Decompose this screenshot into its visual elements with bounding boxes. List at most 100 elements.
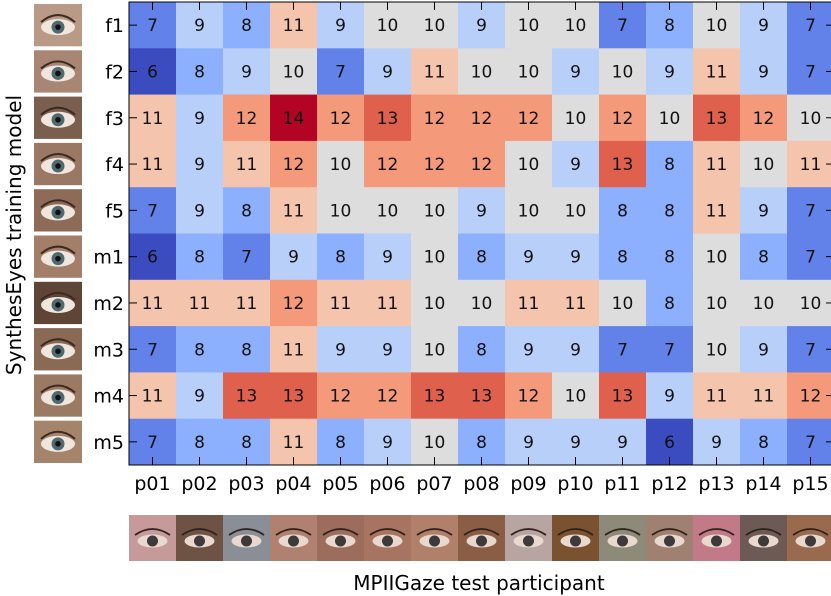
heatmap-cell [458,187,506,234]
column-eye-thumbnail [223,515,270,561]
cell-value-label: 10 [518,16,540,36]
heatmap-cell [552,48,600,96]
cell-value-label: 11 [283,16,305,36]
cell-value-label: 12 [518,387,540,407]
cell-value-label: 10 [565,201,587,221]
x-tick-label: p06 [369,473,405,495]
y-axis-label: SynthesEyes training model [2,95,26,375]
heatmap-cell [176,279,224,327]
heatmap-cell [787,94,831,142]
cell-value-label: 10 [424,294,446,314]
cell-value-label: 10 [518,62,540,82]
heatmap-cell [458,140,506,188]
cell-value-label: 8 [476,433,487,453]
cell-value-label: 11 [800,155,822,175]
cell-value-label: 9 [194,155,205,175]
cell-value-label: 12 [236,109,258,129]
column-eye-thumbnail [129,515,176,561]
x-tick-label: p04 [275,473,311,495]
heatmap-cell [176,94,224,142]
cell-value-label: 9 [382,433,393,453]
heatmap-cell [223,140,271,188]
cell-value-label: 10 [518,201,540,221]
cell-value-label: 9 [711,433,722,453]
heatmap-cell [740,187,788,234]
cell-value-label: 10 [424,201,446,221]
cell-value-label: 12 [518,109,540,129]
column-eye-thumbnail [693,515,740,561]
cell-value-label: 10 [706,16,728,36]
column-eye-thumbnail [176,515,223,561]
column-eye-thumbnail [411,515,458,561]
column-eye-thumbnail [458,515,505,561]
column-eye-thumbnail [740,515,787,561]
cell-value-label: 8 [241,201,252,221]
cell-value-label: 9 [664,387,675,407]
heatmap-cell [364,140,412,188]
cell-value-label: 12 [330,109,352,129]
cell-value-label: 8 [194,62,205,82]
heatmap-cell [458,233,506,281]
heatmap-cell [223,48,271,96]
cell-value-label: 10 [800,294,822,314]
heatmap-cell [176,140,224,188]
cell-value-label: 7 [617,340,628,360]
cell-value-label: 9 [241,62,252,82]
heatmap-cell [176,326,224,373]
heatmap-cell [317,279,365,327]
cell-value-label: 8 [241,433,252,453]
heatmap-cell [458,372,506,420]
cell-value-label: 7 [805,62,816,82]
cell-value-label: 7 [805,201,816,221]
y-tick-label: m1 [93,247,124,269]
y-tick-label: f5 [105,200,124,222]
column-eye-thumbnail [599,515,646,561]
heatmap-cell [411,233,459,281]
cell-value-label: 8 [241,340,252,360]
cell-value-label: 10 [330,201,352,221]
cell-value-label: 13 [283,387,305,407]
heatmap-cell [317,187,365,234]
heatmap-cell [740,279,788,327]
cell-value-label: 9 [570,62,581,82]
heatmap-cell [364,233,412,281]
x-axis-label: MPIIGaze test participant [353,571,605,595]
row-eye-thumbnail [34,374,82,417]
heatmap-cell [411,326,459,373]
cell-value-label: 9 [758,201,769,221]
heatmap-cell [223,233,271,281]
heatmap-cell [223,326,271,373]
cell-value-label: 10 [612,62,634,82]
row-eye-thumbnail [34,235,82,278]
heatmap-cell [505,140,553,188]
heatmap-cell [364,326,412,373]
cell-value-label: 8 [758,248,769,268]
column-eye-thumbnail [646,515,693,561]
heatmap-cell [740,94,788,142]
cell-value-label: 8 [335,433,346,453]
heatmap-cell [270,94,318,142]
cell-value-label: 10 [565,109,587,129]
cell-value-label: 10 [565,16,587,36]
heatmap-cell [787,418,831,466]
x-tick-label: p02 [181,473,217,495]
cell-value-label: 8 [194,433,205,453]
cell-value-label: 8 [241,16,252,36]
cell-value-label: 11 [706,201,728,221]
cell-value-label: 8 [617,201,628,221]
y-tick-label: f2 [105,61,124,83]
y-tick-label: m4 [93,386,124,408]
cell-value-label: 9 [194,201,205,221]
heatmap-cell [411,187,459,234]
cell-value-label: 11 [518,294,540,314]
cell-value-label: 8 [758,433,769,453]
cell-value-label: 7 [664,340,675,360]
cell-value-label: 11 [283,201,305,221]
heatmap-cell [646,326,694,373]
heatmap-cell [740,233,788,281]
cell-value-label: 7 [805,248,816,268]
cell-value-label: 13 [236,387,258,407]
cell-value-label: 14 [283,109,305,129]
cell-value-label: 11 [142,109,164,129]
cell-value-label: 9 [335,340,346,360]
